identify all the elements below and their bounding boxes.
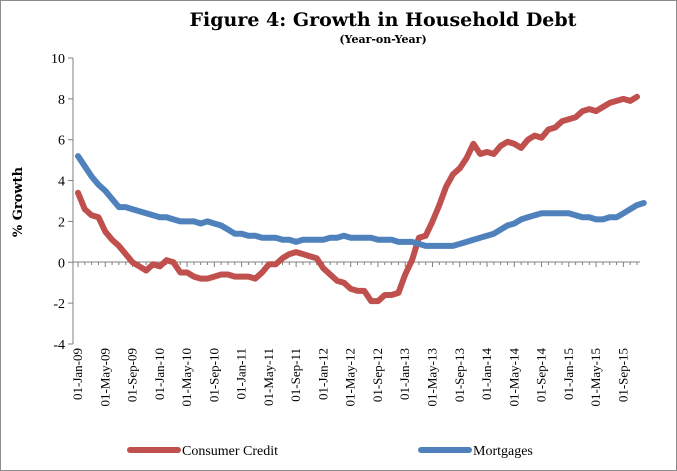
series-line-consumer-credit [75, 93, 640, 305]
x-tick-label: 01-Sep-11 [288, 348, 303, 402]
x-tick-label: 01-May-13 [424, 348, 439, 407]
x-tick-label: 01-Jan-11 [234, 348, 249, 400]
series-layer [75, 93, 647, 305]
legend-label: Consumer Credit [182, 444, 278, 459]
series-line-mortgages [75, 153, 647, 249]
x-tick-label: 01-May-10 [179, 348, 194, 407]
axes: -4 -2 0 2 4 6 8 10 01-Jan-09 01-May-09 01-Sep-09 01… [51, 52, 640, 407]
x-tick-label: 01-Jan-15 [561, 348, 576, 400]
y-tick-label: 0 [58, 256, 65, 271]
y-tick-label: -2 [53, 297, 65, 312]
y-tick-label: -4 [53, 338, 65, 353]
y-tick-label: 4 [58, 175, 65, 190]
x-tick-label: 01-May-12 [343, 348, 358, 407]
y-tick-label: 2 [58, 215, 65, 230]
x-tick-label: 01-Jan-10 [152, 348, 167, 400]
x-tick-label: 01-Jan-14 [479, 348, 494, 400]
x-tick-label: 01-Jan-13 [397, 348, 412, 400]
x-tick-label: 01-Sep-14 [534, 348, 549, 403]
chart-title: Figure 4: Growth in Household Debt [190, 9, 577, 31]
y-tick-label: 8 [58, 93, 65, 108]
x-tick-label: 01-May-09 [97, 348, 112, 407]
x-tick-label: 01-Sep-12 [370, 348, 385, 402]
x-tick-label: 01-May-15 [588, 348, 603, 407]
y-tick-label: 10 [51, 52, 65, 67]
x-tick-label: 01-Sep-10 [206, 348, 221, 402]
y-tick-label: 6 [58, 134, 65, 149]
x-tick-label: 01-Sep-15 [615, 348, 630, 402]
chart-subtitle: (Year-on-Year) [339, 33, 426, 46]
x-tick-label: 01-May-11 [261, 348, 276, 406]
x-tick-label: 01-Jan-12 [315, 348, 330, 400]
x-tick-label: 01-May-14 [506, 348, 521, 407]
x-tick-label: 01-Sep-13 [452, 348, 467, 402]
x-tick-label: 01-Jan-09 [70, 348, 85, 400]
legend-label: Mortgages [473, 444, 533, 459]
y-axis-label: % Growth [11, 166, 26, 237]
x-tick-label: 01-Sep-09 [125, 348, 140, 402]
legend: Consumer Credit Mortgages [127, 444, 533, 459]
